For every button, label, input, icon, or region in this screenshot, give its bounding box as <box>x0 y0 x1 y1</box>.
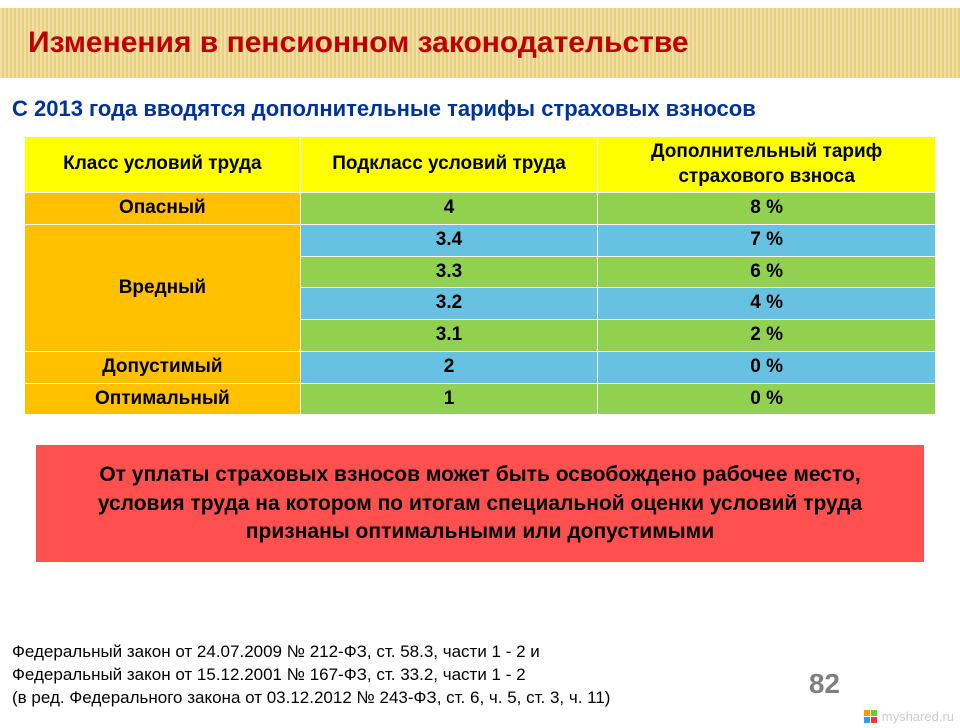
subclass-cell: 3.2 <box>300 288 598 320</box>
subclass-cell: 1 <box>300 383 598 415</box>
watermark-logo <box>864 710 878 724</box>
subclass-cell: 3.1 <box>300 320 598 352</box>
table-header-row: Класс условий труда Подкласс условий тру… <box>25 137 936 193</box>
rate-cell: 6 % <box>598 256 936 288</box>
exemption-callout: От уплаты страховых взносов может быть о… <box>36 445 924 562</box>
footnote-line: (в ред. Федерального закона от 03.12.201… <box>12 687 610 710</box>
category-cell: Допустимый <box>25 351 301 383</box>
rate-cell: 0 % <box>598 351 936 383</box>
footnote-line: Федеральный закон от 24.07.2009 № 212-ФЗ… <box>12 641 610 664</box>
category-cell: Оптимальный <box>25 383 301 415</box>
subclass-cell: 3.3 <box>300 256 598 288</box>
tariff-table-body: Опасный48 %Вредный3.47 %3.36 %3.24 %3.12… <box>25 193 936 415</box>
table-row: Оптимальный10 % <box>25 383 936 415</box>
category-cell: Опасный <box>25 193 301 225</box>
header-rate: Дополнительный тариф страхового взноса <box>598 137 936 193</box>
rate-cell: 0 % <box>598 383 936 415</box>
subclass-cell: 3.4 <box>300 225 598 257</box>
footnote-line: Федеральный закон от 15.12.2001 № 167-ФЗ… <box>12 664 610 687</box>
table-row: Вредный3.47 % <box>25 225 936 257</box>
page-number: 82 <box>809 668 840 700</box>
subtitle: С 2013 года вводятся дополнительные тари… <box>0 78 960 136</box>
rate-cell: 4 % <box>598 288 936 320</box>
rate-cell: 7 % <box>598 225 936 257</box>
watermark-text: myshared.ru <box>882 709 954 724</box>
table-row: Допустимый20 % <box>25 351 936 383</box>
footnotes: Федеральный закон от 24.07.2009 № 212-ФЗ… <box>12 641 610 710</box>
header-class: Класс условий труда <box>25 137 301 193</box>
title-bar: Изменения в пенсионном законодательстве <box>0 8 960 78</box>
subclass-cell: 4 <box>300 193 598 225</box>
table-row: Опасный48 % <box>25 193 936 225</box>
rate-cell: 2 % <box>598 320 936 352</box>
subclass-cell: 2 <box>300 351 598 383</box>
watermark: myshared.ru <box>864 709 954 724</box>
tariff-table: Класс условий труда Подкласс условий тру… <box>24 136 936 415</box>
page-title: Изменения в пенсионном законодательстве <box>28 26 689 60</box>
rate-cell: 8 % <box>598 193 936 225</box>
header-subclass: Подкласс условий труда <box>300 137 598 193</box>
category-cell: Вредный <box>25 225 301 352</box>
